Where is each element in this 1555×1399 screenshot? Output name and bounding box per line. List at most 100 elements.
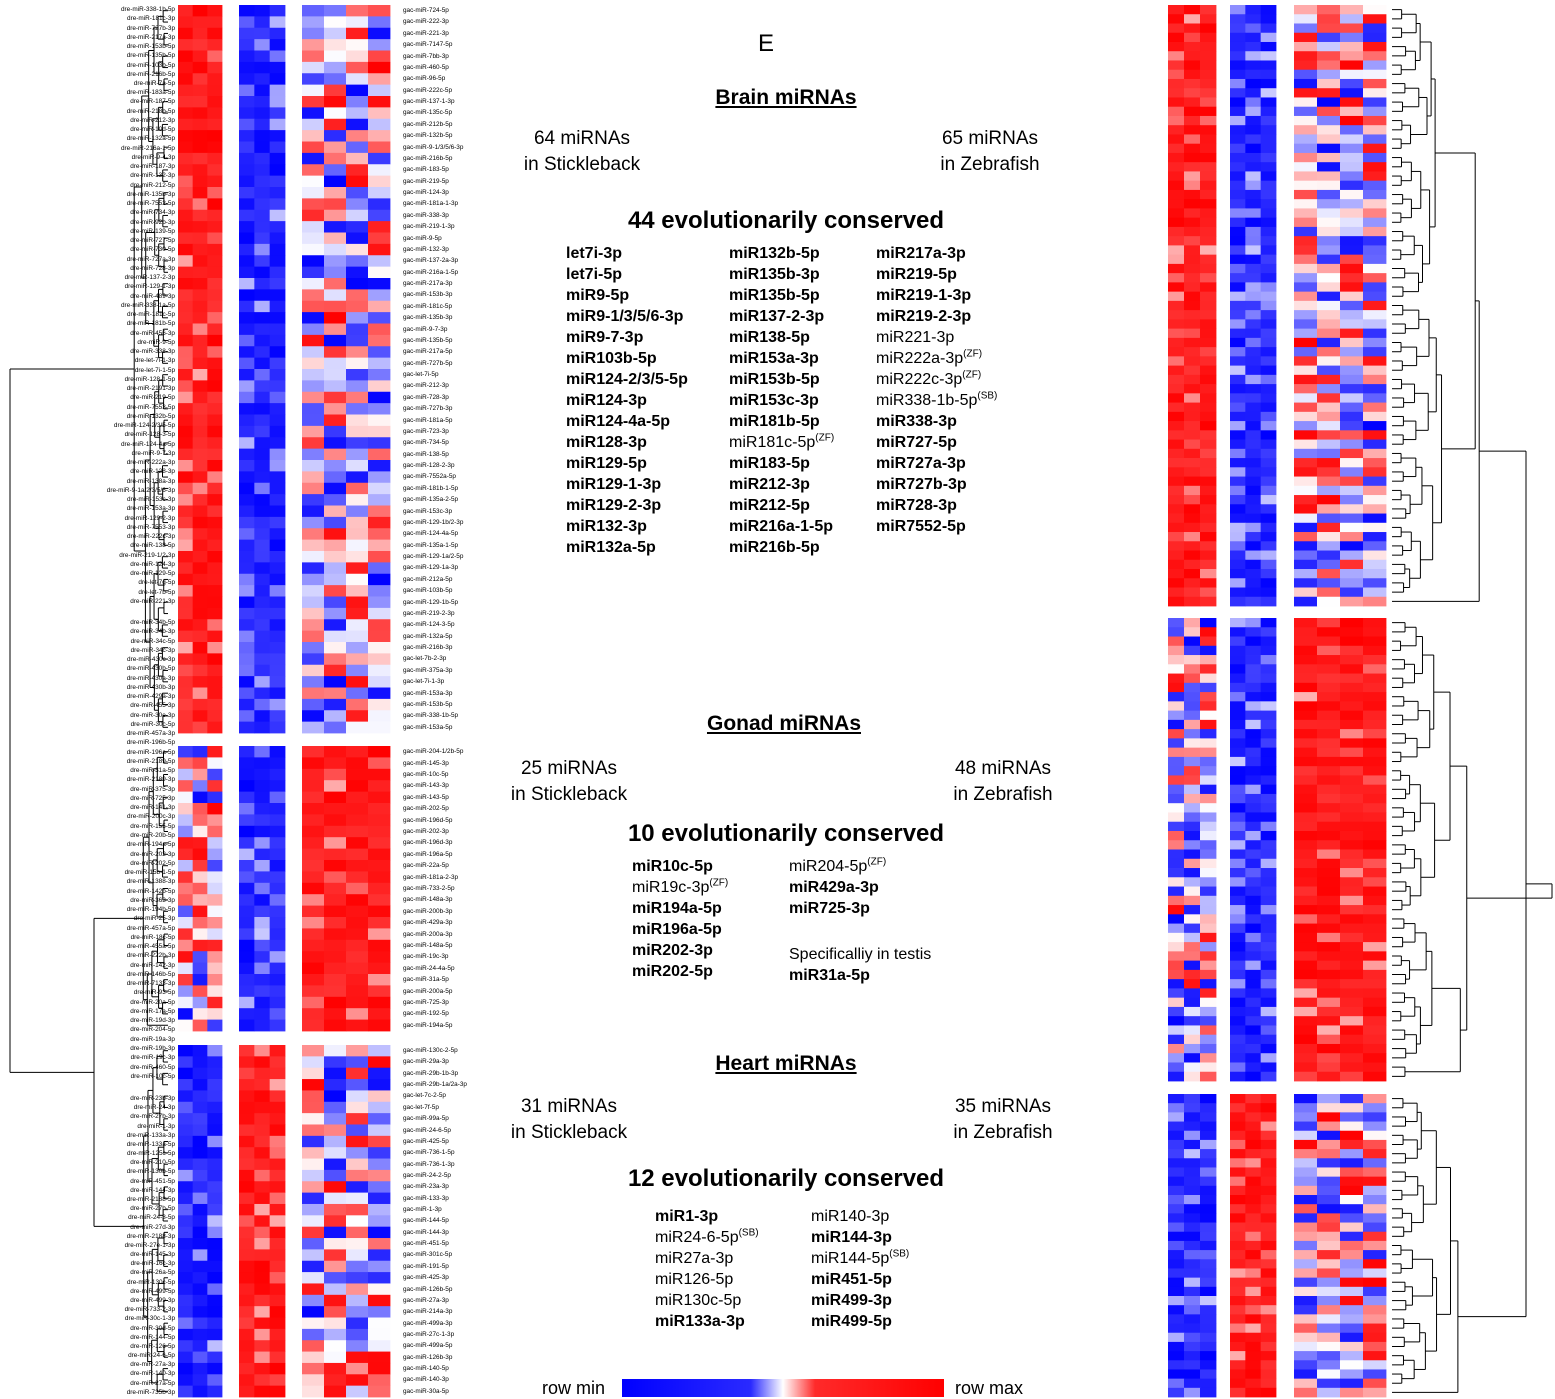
zebrafish-gonad-cell: [1230, 618, 1246, 628]
zebrafish-gonad-cell: [1230, 803, 1246, 813]
zebrafish-brain-cell: [1168, 32, 1185, 43]
zebrafish-brain-row-label: dre-miR-132a-5p: [126, 135, 175, 143]
stickleback-heart-cell: [207, 1294, 223, 1307]
stickleback-brain-cell: [178, 573, 194, 586]
zebrafish-brain-cell: [1230, 513, 1246, 524]
stickleback-heart-row-label: gac-miR-24-6-5p: [403, 1126, 451, 1134]
stickleback-brain-cell: [178, 380, 194, 393]
stickleback-brain-cell: [192, 460, 208, 472]
stickleback-brain-cell: [239, 266, 255, 279]
zebrafish-heart-cell: [1230, 1139, 1246, 1150]
stickleback-brain-cell: [254, 198, 271, 211]
mirna-name: miR196a-5p: [632, 921, 722, 938]
stickleback-brain-cell: [178, 391, 194, 404]
stickleback-brain-cell: [346, 403, 369, 415]
zebrafish-heart-cell: [1260, 1139, 1277, 1150]
stickleback-brain-cell: [324, 221, 347, 233]
stickleback-brain-cell: [207, 312, 223, 324]
zebrafish-heart-cell: [1363, 1112, 1387, 1122]
zebrafish-brain-cell: [1230, 476, 1246, 487]
zebrafish-brain-cell: [1340, 485, 1364, 496]
zebrafish-gonad-cell: [1363, 664, 1387, 674]
zebrafish-heart-cell: [1200, 1222, 1217, 1233]
mirna-name: miR7552-5p: [876, 518, 966, 535]
stickleback-brain-cell: [346, 232, 369, 245]
zebrafish-heart-cell: [1340, 1130, 1364, 1141]
stickleback-brain-cell: [302, 198, 325, 211]
stickleback-gonad-cell: [368, 848, 391, 861]
zebrafish-brain-cell: [1260, 448, 1277, 459]
zebrafish-brain-cell: [1168, 273, 1185, 283]
stickleback-gonad-cell: [178, 871, 194, 884]
zebrafish-heart-cell: [1184, 1369, 1201, 1380]
stickleback-gonad-cell: [178, 985, 194, 998]
zebrafish-gonad-cell: [1184, 729, 1201, 739]
stickleback-gonad-cell: [192, 985, 208, 998]
stickleback-heart-cell: [178, 1374, 194, 1387]
zebrafish-gonad-cell: [1294, 701, 1318, 711]
zebrafish-brain-row-label: dre-miR-727b-3p: [126, 24, 175, 32]
mirna-name: miR144-3p: [811, 1229, 892, 1246]
stickleback-heart-cell: [178, 1124, 194, 1137]
stickleback-gonad-cell: [178, 746, 194, 758]
stickleback-gonad-cell: [368, 951, 391, 963]
stickleback-brain-cell: [207, 346, 223, 359]
zebrafish-gonad-cell: [1294, 673, 1318, 684]
zebrafish-gonad-cell: [1184, 766, 1201, 776]
zebrafish-gonad-cell: [1260, 729, 1277, 739]
zebrafish-brain-cell: [1245, 14, 1262, 24]
stickleback-gonad-cell: [302, 917, 325, 929]
zebrafish-gonad-cell: [1340, 682, 1364, 693]
conserved-mirna-item: miR132-3p: [566, 516, 688, 537]
zebrafish-brain-cell: [1230, 310, 1246, 320]
stickleback-gonad-cell: [302, 894, 325, 906]
stickleback-brain-cell: [239, 187, 255, 199]
zebrafish-gonad-cell: [1168, 738, 1185, 749]
conserved-mirna-item: miR9-5p: [566, 285, 688, 306]
zebrafish-gonad-cell: [1184, 664, 1201, 674]
conserved-mirna-item: miR132b-5p: [729, 243, 834, 264]
zebrafish-brain-cell: [1294, 458, 1318, 468]
stickleback-brain-cell: [269, 198, 286, 211]
stickleback-gonad-cell: [302, 951, 325, 963]
stickleback-heart-cell: [346, 1147, 369, 1159]
zebrafish-brain-cell: [1200, 88, 1217, 98]
zebrafish-brain-cell: [1200, 263, 1217, 274]
zebrafish-gonad-cell: [1340, 1025, 1364, 1036]
zebrafish-gonad-cell: [1260, 636, 1277, 647]
zebrafish-gonad-cell: [1340, 618, 1364, 628]
zebrafish-brain-cell: [1168, 541, 1185, 551]
zebrafish-gonad-cell: [1245, 756, 1262, 767]
stickleback-brain-cell: [269, 164, 286, 177]
zebrafish-brain-cell: [1363, 134, 1387, 145]
zebrafish-gonad-cell: [1294, 997, 1318, 1008]
zebrafish-brain-cell: [1200, 569, 1217, 579]
stickleback-brain-cell: [254, 562, 271, 575]
brain-zebrafish-count: 65 miRNAs: [941, 128, 1039, 149]
zebrafish-heart-cell: [1230, 1231, 1246, 1242]
zebrafish-brain-cell: [1317, 60, 1341, 71]
stickleback-heart-cell: [269, 1340, 286, 1352]
stickleback-gonad-cell: [178, 780, 194, 792]
zebrafish-gonad-cell: [1340, 969, 1364, 980]
stickleback-brain-cell: [239, 232, 255, 245]
stickleback-gonad-cell: [178, 939, 194, 952]
zebrafish-brain-cell: [1245, 78, 1262, 89]
zebrafish-brain-cell: [1200, 226, 1217, 237]
stickleback-heart-cell: [324, 1079, 347, 1091]
zebrafish-brain-cell: [1245, 60, 1262, 71]
stickleback-heart-cell: [192, 1067, 208, 1080]
zebrafish-gonad-cell: [1340, 692, 1364, 702]
zebrafish-brain-cell: [1200, 236, 1217, 246]
zebrafish-brain-cell: [1317, 14, 1341, 24]
zebrafish-brain-row-label: dre-miR-7552-5p: [126, 200, 175, 208]
zebrafish-gonad-row-label: dre-miR-15b-1-5p: [124, 869, 175, 877]
zebrafish-gonad-cell: [1245, 1062, 1262, 1073]
stickleback-heart-cell: [346, 1067, 369, 1080]
zebrafish-brain-cell: [1317, 319, 1341, 330]
zebrafish-brain-row-label: dre-let-7i-1-3p: [134, 357, 175, 365]
stickleback-gonad-cell: [368, 1008, 391, 1020]
zebrafish-gonad-cell: [1168, 1071, 1185, 1082]
zebrafish-gonad-cell: [1230, 895, 1246, 906]
stickleback-brain-cell: [302, 84, 325, 97]
